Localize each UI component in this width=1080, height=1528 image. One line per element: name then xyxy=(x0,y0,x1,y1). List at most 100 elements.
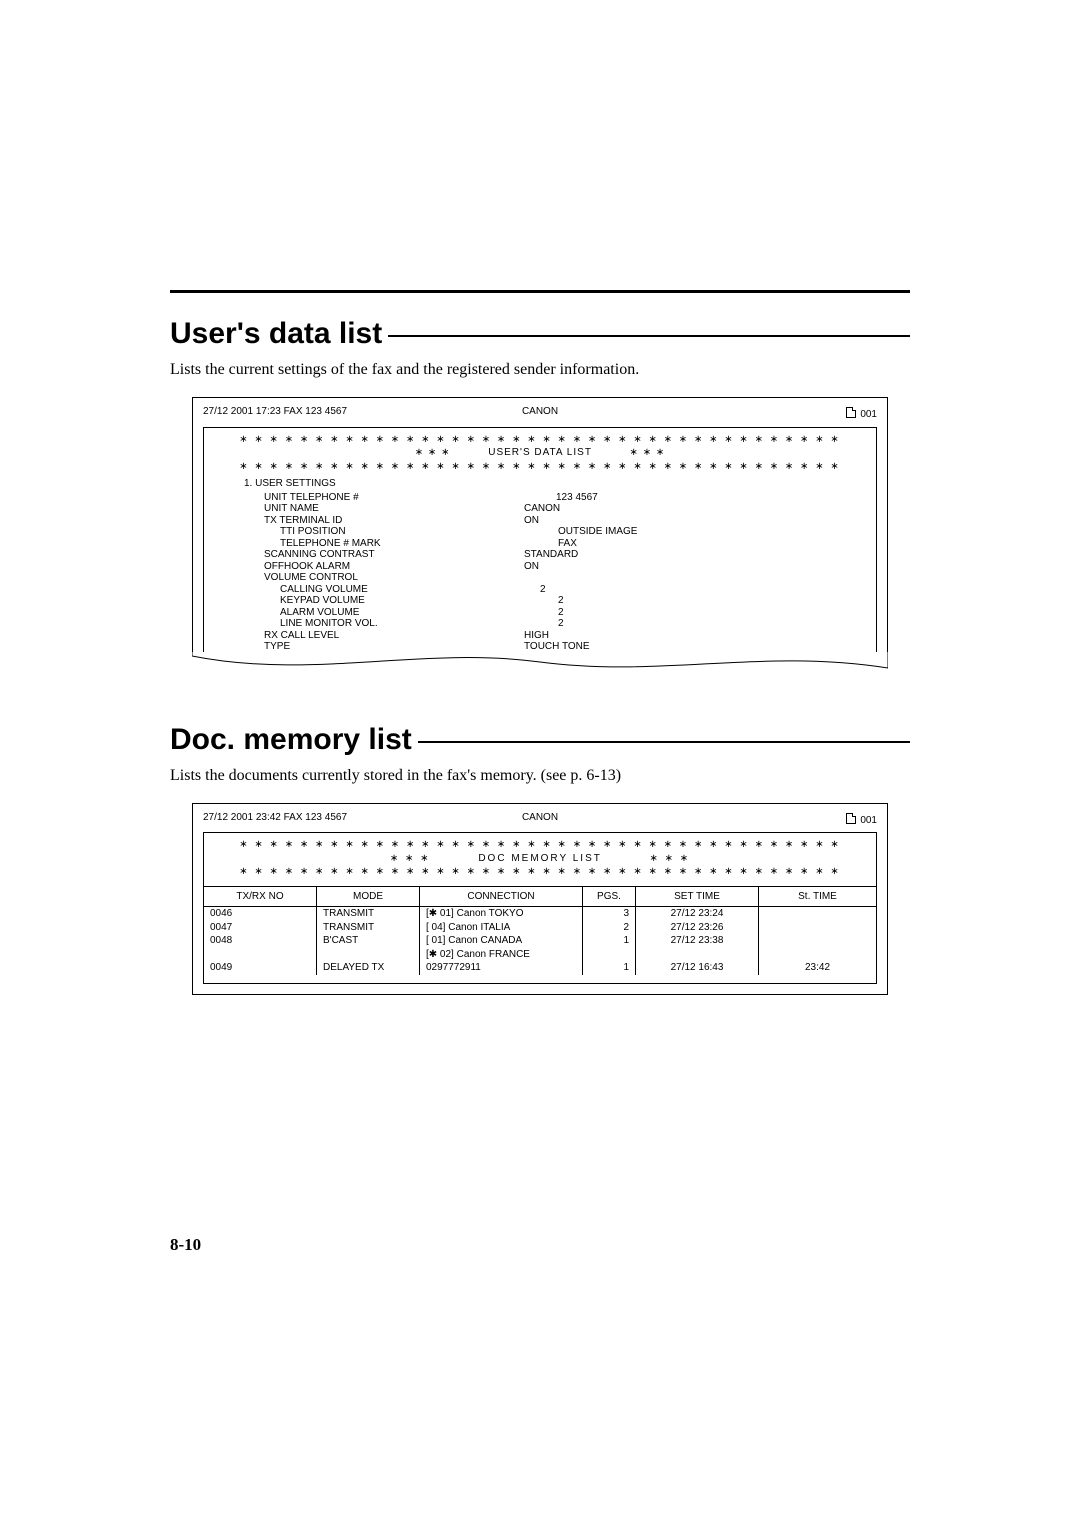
table-cell xyxy=(204,948,317,962)
settings-row: TX TERMINAL IDON xyxy=(244,515,836,527)
table-cell: 1 xyxy=(583,961,636,975)
table-cell: 27/12 16:43 xyxy=(636,961,759,975)
table-cell: 27/12 23:26 xyxy=(636,921,759,935)
table-cell: 1 xyxy=(583,934,636,948)
report2-stars-bottom: ∗ ∗ ∗ ∗ ∗ ∗ ∗ ∗ ∗ ∗ ∗ ∗ ∗ ∗ ∗ ∗ ∗ ∗ ∗ ∗ … xyxy=(204,866,876,878)
table-cell: [✱ 02] Canon FRANCE xyxy=(420,948,583,962)
settings-value: OUTSIDE IMAGE xyxy=(540,526,637,538)
table-cell: [ 01] Canon CANADA xyxy=(420,934,583,948)
table-cell: 2 xyxy=(583,921,636,935)
table-cell: 3 xyxy=(583,907,636,921)
table-cell: 0048 xyxy=(204,934,317,948)
doc-memory-table: TX/RX NOMODECONNECTIONPGS.SET TIMESt. TI… xyxy=(204,886,876,975)
section2-heading-line xyxy=(418,741,910,743)
report1-header: 27/12 2001 17:23 FAX 123 4567 CANON 001 xyxy=(193,398,887,427)
settings-key: TX TERMINAL ID xyxy=(244,515,524,527)
settings-key: SCANNING CONTRAST xyxy=(244,549,524,561)
settings-value: 123 4567 xyxy=(524,492,598,504)
table-row: 0046TRANSMIT[✱ 01] Canon TOKYO327/12 23:… xyxy=(204,907,876,921)
report1-stars-bottom: ∗ ∗ ∗ ∗ ∗ ∗ ∗ ∗ ∗ ∗ ∗ ∗ ∗ ∗ ∗ ∗ ∗ ∗ ∗ ∗ … xyxy=(214,461,866,473)
settings-value: HIGH xyxy=(524,630,549,642)
settings-key: CALLING VOLUME xyxy=(244,584,540,596)
table-cell: 0046 xyxy=(204,907,317,921)
table-header-cell: St. TIME xyxy=(759,886,877,907)
table-cell: [ 04] Canon ITALIA xyxy=(420,921,583,935)
settings-key: TTI POSITION xyxy=(244,526,540,538)
settings-key: KEYPAD VOLUME xyxy=(244,595,540,607)
table-cell: 0049 xyxy=(204,961,317,975)
table-cell: 0297772911 xyxy=(420,961,583,975)
settings-key: LINE MONITOR VOL. xyxy=(244,618,540,630)
page-icon xyxy=(846,407,856,418)
settings-value: ON xyxy=(524,561,539,573)
report1-stars-top: ∗ ∗ ∗ ∗ ∗ ∗ ∗ ∗ ∗ ∗ ∗ ∗ ∗ ∗ ∗ ∗ ∗ ∗ ∗ ∗ … xyxy=(214,434,866,446)
settings-row: OFFHOOK ALARMON xyxy=(244,561,836,573)
settings-value: 2 xyxy=(540,595,564,607)
table-cell xyxy=(759,921,877,935)
table-cell: 27/12 23:38 xyxy=(636,934,759,948)
report1-header-center: CANON xyxy=(522,406,558,421)
report1-settings-heading: 1. USER SETTINGS xyxy=(244,478,836,490)
table-row: 0047TRANSMIT[ 04] Canon ITALIA227/12 23:… xyxy=(204,921,876,935)
torn-edge xyxy=(192,653,888,683)
section1-heading: User's data list xyxy=(170,317,910,351)
table-cell xyxy=(317,948,420,962)
table-body: 0046TRANSMIT[✱ 01] Canon TOKYO327/12 23:… xyxy=(204,907,876,975)
settings-key: VOLUME CONTROL xyxy=(244,572,524,584)
table-header-cell: MODE xyxy=(317,886,420,907)
settings-row: LINE MONITOR VOL.2 xyxy=(244,618,836,630)
report1-settings: 1. USER SETTINGS UNIT TELEPHONE #123 456… xyxy=(214,472,866,653)
settings-key: RX CALL LEVEL xyxy=(244,630,524,642)
table-cell xyxy=(759,907,877,921)
settings-key: UNIT NAME xyxy=(244,503,524,515)
table-row: 0048B'CAST[ 01] Canon CANADA127/12 23:38 xyxy=(204,934,876,948)
table-header-cell: PGS. xyxy=(583,886,636,907)
settings-value: STANDARD xyxy=(524,549,578,561)
settings-row: RX CALL LEVELHIGH xyxy=(244,630,836,642)
settings-value: FAX xyxy=(540,538,577,550)
settings-row: KEYPAD VOLUME2 xyxy=(244,595,836,607)
table-cell xyxy=(759,948,877,962)
section2-body: Lists the documents currently stored in … xyxy=(170,767,910,785)
report1-stars-right: ∗ ∗ ∗ xyxy=(630,447,666,458)
report2-header-left: 27/12 2001 23:42 FAX 123 4567 xyxy=(203,812,522,827)
settings-value: 2 xyxy=(540,584,546,596)
report2-stars-left: ∗ ∗ ∗ xyxy=(390,853,431,864)
report1-header-left: 27/12 2001 17:23 FAX 123 4567 xyxy=(203,406,522,421)
settings-key: ALARM VOLUME xyxy=(244,607,540,619)
report2-stars-right: ∗ ∗ ∗ xyxy=(649,853,690,864)
table-cell: 23:42 xyxy=(759,961,877,975)
table-cell: [✱ 01] Canon TOKYO xyxy=(420,907,583,921)
section1-heading-text: User's data list xyxy=(170,317,382,351)
report2-inner: ∗ ∗ ∗ ∗ ∗ ∗ ∗ ∗ ∗ ∗ ∗ ∗ ∗ ∗ ∗ ∗ ∗ ∗ ∗ ∗ … xyxy=(203,832,877,984)
settings-value: 2 xyxy=(540,607,564,619)
report1-page-num: 001 xyxy=(860,409,877,420)
report2-header: 27/12 2001 23:42 FAX 123 4567 CANON 001 xyxy=(193,804,887,833)
section1-body: Lists the current settings of the fax an… xyxy=(170,361,910,379)
settings-key: TELEPHONE # MARK xyxy=(244,538,540,550)
section2-heading: Doc. memory list xyxy=(170,723,910,757)
table-cell: 27/12 23:24 xyxy=(636,907,759,921)
settings-row: CALLING VOLUME2 xyxy=(244,584,836,596)
table-cell xyxy=(759,934,877,948)
report1-stars-left: ∗ ∗ ∗ xyxy=(415,447,451,458)
page-icon xyxy=(846,813,856,824)
settings-row: SCANNING CONTRASTSTANDARD xyxy=(244,549,836,561)
section2-heading-text: Doc. memory list xyxy=(170,723,412,757)
table-header-cell: TX/RX NO xyxy=(204,886,317,907)
report2-stars-top: ∗ ∗ ∗ ∗ ∗ ∗ ∗ ∗ ∗ ∗ ∗ ∗ ∗ ∗ ∗ ∗ ∗ ∗ ∗ ∗ … xyxy=(204,839,876,851)
report2-title-row: ∗ ∗ ∗ DOC MEMORY LIST ∗ ∗ ∗ xyxy=(204,853,876,865)
report1-title: USER'S DATA LIST xyxy=(488,447,592,458)
report2-header-right: 001 xyxy=(558,812,877,827)
settings-row: UNIT NAMECANON xyxy=(244,503,836,515)
settings-row: TELEPHONE # MARKFAX xyxy=(244,538,836,550)
table-cell xyxy=(636,948,759,962)
settings-row: UNIT TELEPHONE #123 4567 xyxy=(244,492,836,504)
page-number: 8-10 xyxy=(170,1235,910,1255)
settings-value: ON xyxy=(524,515,539,527)
report1-title-row: ∗ ∗ ∗ USER'S DATA LIST ∗ ∗ ∗ xyxy=(214,447,866,459)
top-rule xyxy=(170,290,910,293)
report2-page-num: 001 xyxy=(860,815,877,826)
table-row: 0049DELAYED TX0297772911127/12 16:4323:4… xyxy=(204,961,876,975)
doc-memory-list-report: 27/12 2001 23:42 FAX 123 4567 CANON 001 … xyxy=(192,803,888,995)
